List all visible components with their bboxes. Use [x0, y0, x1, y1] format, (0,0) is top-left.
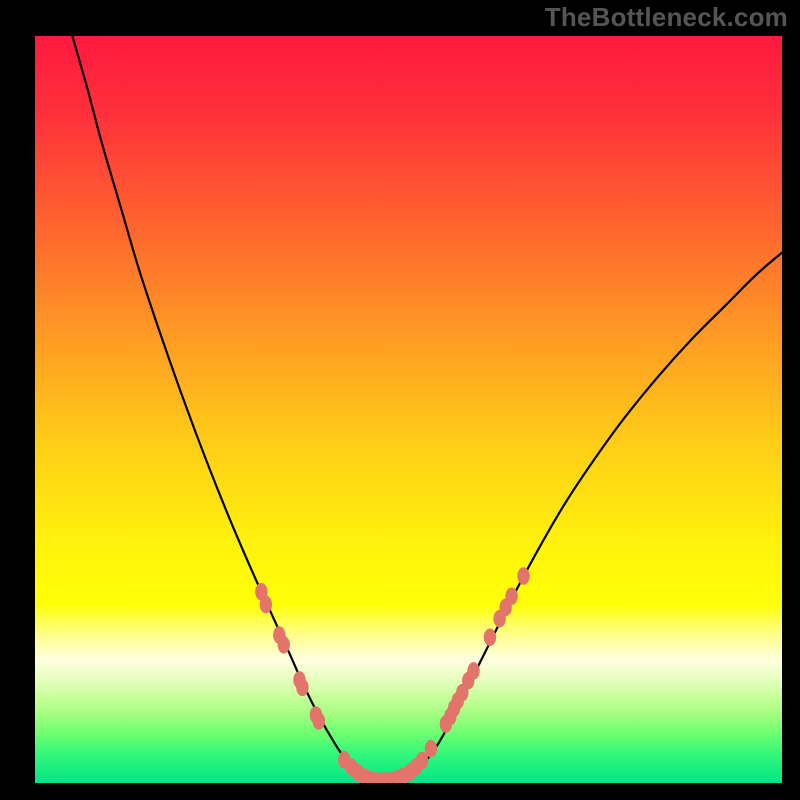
- marker-dot: [517, 567, 529, 585]
- marker-dot: [278, 636, 290, 654]
- marker-dot: [313, 712, 325, 730]
- watermark-text: TheBottleneck.com: [545, 2, 788, 33]
- chart-frame: TheBottleneck.com: [0, 0, 800, 800]
- marker-dot: [296, 679, 308, 697]
- marker-dot: [484, 629, 496, 647]
- marker-dot: [505, 587, 517, 605]
- plot-area: [35, 36, 782, 783]
- marker-dot: [425, 740, 437, 758]
- gradient-background: [35, 36, 782, 783]
- chart-svg: [35, 36, 782, 783]
- marker-dot: [467, 662, 479, 680]
- marker-dot: [260, 596, 272, 614]
